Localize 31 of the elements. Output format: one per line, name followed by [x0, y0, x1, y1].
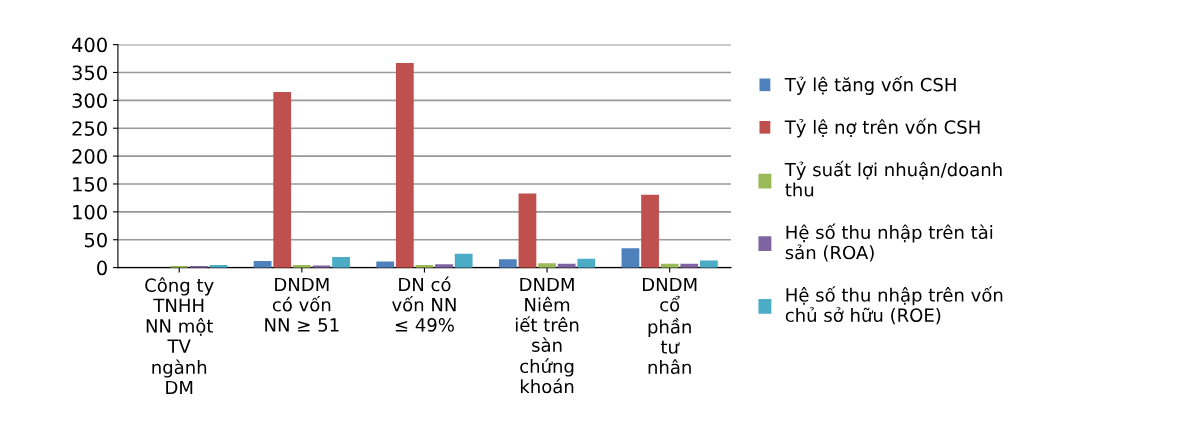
y-tick-label: 200: [72, 149, 107, 164]
y-tick-label: 350: [72, 65, 107, 81]
legend-label: Tỷ lệ nợ trên vốn CSH: [784, 118, 980, 138]
legend-label: Tỷ suất lợi nhuận/doanh thu: [784, 160, 1002, 197]
bar: [700, 260, 718, 268]
bar: [518, 193, 537, 268]
legend-label: Hệ số thu nhập trên vốn chủ sở hữu (ROE): [785, 286, 1003, 325]
x-tick-label: Công ty TNHH NN một TV ngành DM: [145, 277, 214, 395]
bar: [621, 248, 640, 268]
bar: [395, 63, 414, 268]
y-tick-label: 50: [84, 232, 107, 248]
legend-label: Hệ số thu nhập trên tài sản (ROA): [785, 223, 993, 262]
bar: [577, 258, 596, 268]
bar: [538, 263, 556, 268]
bar: [641, 194, 659, 268]
y-tick-label: 100: [73, 204, 107, 220]
y-tick-label: 250: [72, 121, 107, 136]
x-tick-label: DN có vốn NN ≤ 49%: [392, 276, 456, 332]
x-tick-label: DNDM cổ phần tư nhân: [643, 277, 697, 375]
bar: [454, 253, 473, 268]
legend-label: Tỷ lệ tăng vốn CSH: [784, 75, 956, 95]
bar: [498, 259, 517, 268]
bar: [435, 264, 453, 268]
y-tick-label: 0: [97, 260, 107, 276]
x-tick-label: DNDM có vốn NN ≥ 51: [265, 277, 339, 332]
y-tick-label: 300: [72, 93, 107, 109]
y-tick-label: 150: [73, 176, 107, 192]
bar: [273, 92, 292, 268]
y-tick-label: 400: [72, 37, 107, 53]
bar: [332, 257, 350, 268]
x-tick-label: DNDM Niêm iết trên sàn chứng khoán: [515, 277, 579, 394]
